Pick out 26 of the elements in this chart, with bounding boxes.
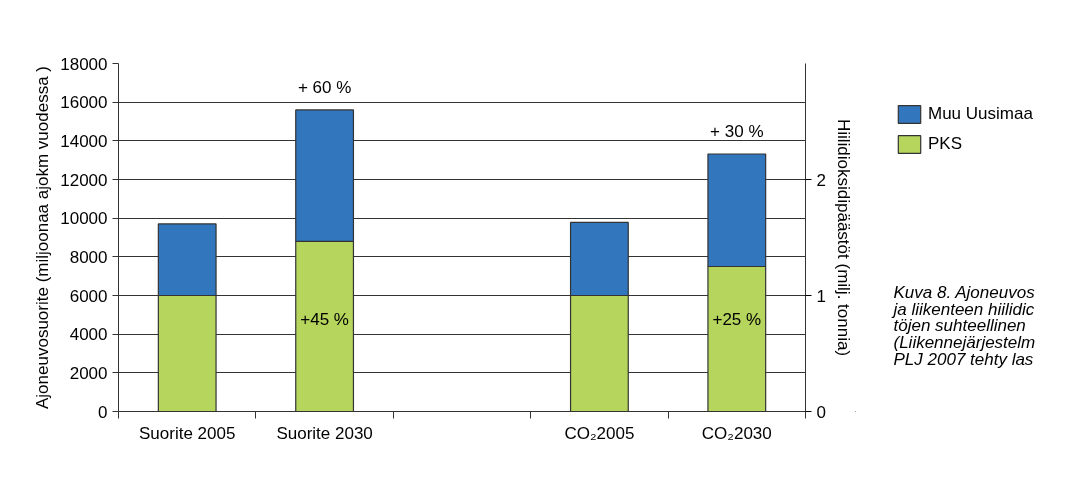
y-tick-label: 14000	[60, 131, 108, 151]
x-tick-label: CO₂2030	[701, 423, 772, 443]
legend-label: PKS	[928, 134, 963, 154]
annotation: +45 %	[300, 309, 349, 329]
x-tick-label: Suorite 2005	[139, 423, 236, 443]
x-tick-label: Suorite 2030	[276, 423, 373, 443]
annotation: +25 %	[712, 309, 762, 329]
text: Kuva 8. Ajoneuvos ja liikenteen hiilidic töjen suhteellinen (Liikennejärjestelm PLJ 2007 tehty las	[891, 283, 1036, 369]
y-tick-label: 4000	[69, 325, 108, 345]
y-tick-label: 12000	[60, 170, 108, 190]
y2-tick-label: 2	[816, 170, 826, 190]
y2-tick-label: 1	[816, 286, 826, 306]
y-tick-label: 2000	[69, 363, 108, 383]
y-tick-label: 18000	[60, 54, 108, 74]
legend-label: Muu Uusimaa	[928, 104, 1033, 124]
y-axis-title: Ajoneuvosuorite (miljoonaa ajokm vuodessa )	[33, 65, 53, 410]
y-tick-label: 16000	[60, 93, 108, 113]
y-tick-label: 10000	[60, 209, 108, 229]
x-tick-label: CO₂2005	[564, 423, 635, 443]
annotation: + 60 %	[297, 78, 352, 98]
y2-axis-title: Hiilidioksidipäästöt (milj. tonnia)	[833, 118, 853, 357]
annotation: + 30 %	[710, 121, 764, 141]
y2-tick-label: 0	[816, 402, 826, 422]
y-tick-label: 6000	[69, 286, 108, 306]
y-tick-label: 8000	[69, 247, 108, 267]
y-tick-label: 0	[98, 402, 108, 422]
